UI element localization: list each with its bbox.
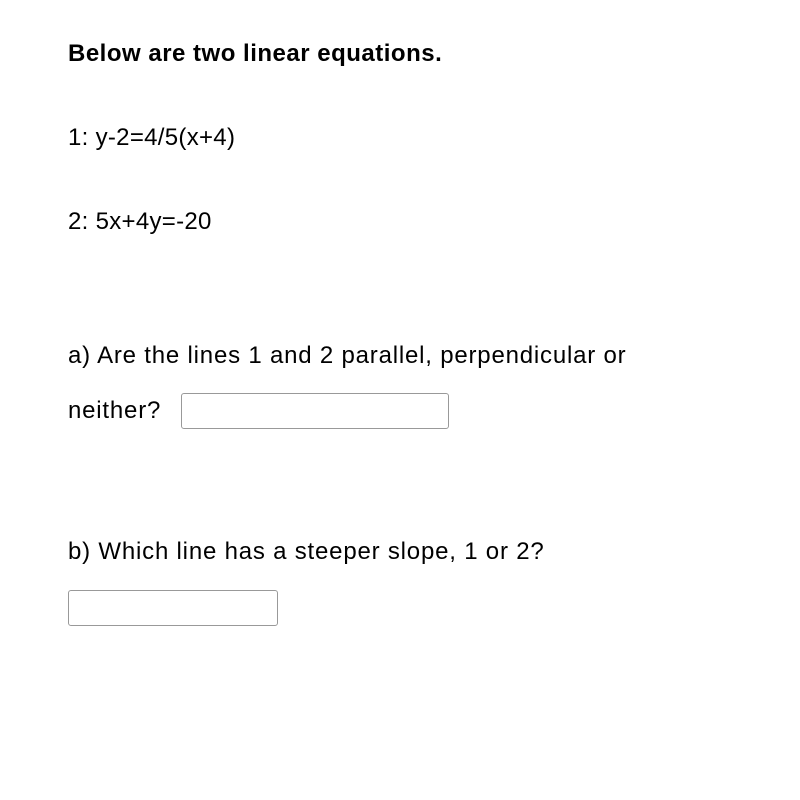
equation-2: 2: 5x+4y=-20: [68, 208, 732, 236]
answer-input-b[interactable]: [68, 590, 278, 626]
answer-input-a[interactable]: [181, 393, 449, 429]
question-a-text-line1: a) Are the lines 1 and 2 parallel, perpe…: [68, 328, 732, 383]
problem-heading: Below are two linear equations.: [68, 40, 732, 68]
question-b: b) Which line has a steeper slope, 1 or …: [68, 538, 732, 626]
question-a: a) Are the lines 1 and 2 parallel, perpe…: [68, 328, 732, 438]
question-a-text-line2: neither?: [68, 383, 161, 438]
equation-1: 1: y-2=4/5(x+4): [68, 124, 732, 152]
question-b-text: b) Which line has a steeper slope, 1 or …: [68, 538, 732, 566]
